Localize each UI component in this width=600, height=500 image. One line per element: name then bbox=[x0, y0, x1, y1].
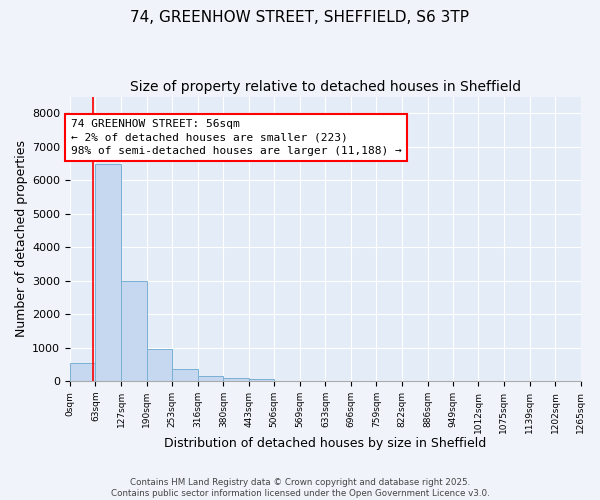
X-axis label: Distribution of detached houses by size in Sheffield: Distribution of detached houses by size … bbox=[164, 437, 487, 450]
Bar bbox=[249, 379, 274, 381]
Title: Size of property relative to detached houses in Sheffield: Size of property relative to detached ho… bbox=[130, 80, 521, 94]
Bar bbox=[223, 378, 249, 381]
Bar bbox=[146, 348, 172, 381]
Bar bbox=[95, 164, 121, 381]
Bar bbox=[172, 369, 197, 381]
Bar bbox=[121, 282, 146, 381]
Y-axis label: Number of detached properties: Number of detached properties bbox=[15, 140, 28, 338]
Text: 74 GREENHOW STREET: 56sqm
← 2% of detached houses are smaller (223)
98% of semi-: 74 GREENHOW STREET: 56sqm ← 2% of detach… bbox=[71, 120, 401, 156]
Text: 74, GREENHOW STREET, SHEFFIELD, S6 3TP: 74, GREENHOW STREET, SHEFFIELD, S6 3TP bbox=[131, 10, 470, 25]
Bar bbox=[197, 376, 223, 381]
Text: Contains HM Land Registry data © Crown copyright and database right 2025.
Contai: Contains HM Land Registry data © Crown c… bbox=[110, 478, 490, 498]
Bar bbox=[70, 362, 95, 381]
